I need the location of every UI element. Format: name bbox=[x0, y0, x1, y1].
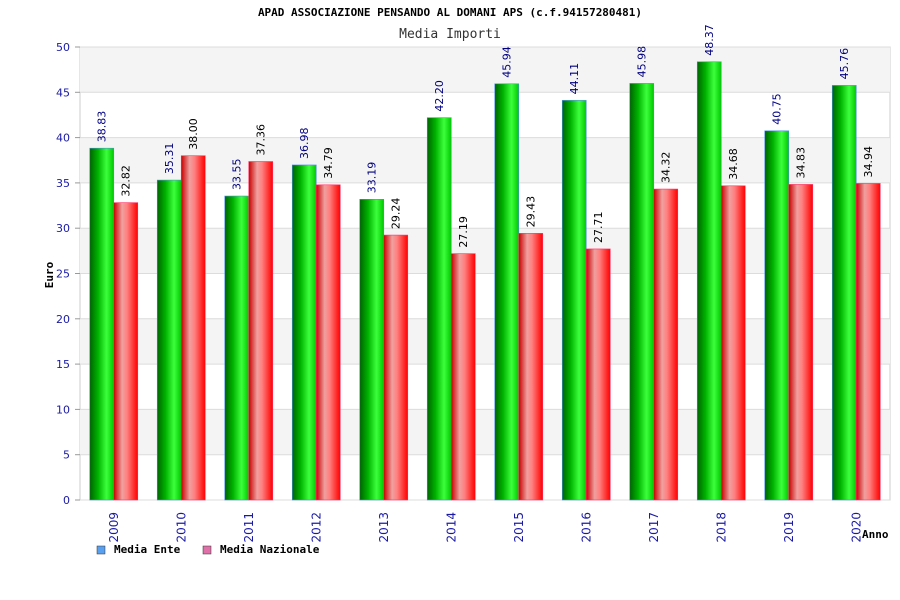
y-tick-label: 50 bbox=[56, 41, 70, 54]
grid-band bbox=[80, 137, 890, 183]
x-tick-label: 2014 bbox=[444, 512, 458, 543]
x-tick-label: 2010 bbox=[174, 512, 188, 543]
grid-band bbox=[80, 409, 890, 455]
y-tick-label: 30 bbox=[56, 222, 70, 235]
bar-media-nazionale bbox=[248, 161, 274, 501]
y-tick-label: 0 bbox=[63, 494, 70, 507]
grid-band bbox=[80, 318, 890, 365]
bar-media-nazionale bbox=[113, 202, 139, 501]
x-tick-label: 2009 bbox=[107, 512, 121, 543]
grid-band bbox=[80, 228, 890, 274]
legend: Media Ente Media Nazionale bbox=[96, 543, 320, 556]
bar-media-nazionale bbox=[855, 183, 881, 501]
value-label: 48.37 bbox=[703, 24, 716, 56]
bar-media-nazionale bbox=[518, 233, 544, 501]
bar-media-ente bbox=[291, 164, 317, 501]
y-tick-label: 5 bbox=[63, 449, 70, 462]
value-label: 38.83 bbox=[96, 111, 109, 143]
value-label: 45.76 bbox=[838, 48, 851, 80]
value-label: 27.71 bbox=[592, 211, 605, 243]
bar-media-nazionale bbox=[315, 184, 341, 501]
y-tick-label: 40 bbox=[56, 132, 70, 145]
value-label: 44.11 bbox=[568, 63, 581, 95]
value-label: 37.36 bbox=[255, 124, 268, 156]
bar-media-nazionale bbox=[653, 188, 679, 501]
bar-media-ente bbox=[831, 85, 857, 501]
value-label: 36.98 bbox=[298, 127, 311, 159]
x-tick-label: 2019 bbox=[782, 512, 796, 543]
value-label: 27.19 bbox=[457, 216, 470, 248]
value-label: 42.20 bbox=[433, 80, 446, 112]
bar-media-nazionale bbox=[585, 248, 611, 501]
x-tick-label: 2018 bbox=[714, 512, 728, 543]
bar-media-nazionale bbox=[788, 184, 814, 501]
value-label: 40.75 bbox=[771, 93, 784, 125]
legend-swatch-media-ente bbox=[96, 545, 106, 555]
bar-media-ente bbox=[696, 61, 722, 501]
y-tick-label: 45 bbox=[56, 86, 70, 99]
x-axis-ticks: 2009 2010 2011 2012 2013 2014 2015 2016 2017 2018… bbox=[107, 512, 864, 543]
bar-media-nazionale bbox=[720, 185, 746, 501]
y-tick-label: 10 bbox=[56, 403, 70, 416]
x-tick-label: 2011 bbox=[242, 512, 256, 543]
bar-media-nazionale bbox=[180, 155, 206, 501]
chart-title: APAD ASSOCIAZIONE PENSANDO AL DOMANI APS… bbox=[258, 6, 642, 19]
value-label: 38.00 bbox=[187, 118, 200, 150]
plot-area bbox=[75, 46, 891, 501]
bar-media-ente bbox=[426, 117, 452, 501]
value-label: 34.94 bbox=[862, 146, 875, 178]
y-tick-label: 25 bbox=[56, 268, 70, 281]
y-axis-label: Euro bbox=[43, 261, 56, 288]
x-tick-label: 2017 bbox=[647, 512, 661, 543]
value-label: 45.94 bbox=[501, 46, 514, 78]
grid-band bbox=[80, 47, 890, 93]
chart-subtitle: Media Importi bbox=[399, 27, 501, 42]
value-label: 34.32 bbox=[660, 152, 673, 184]
value-label: 29.43 bbox=[525, 196, 538, 228]
value-label: 34.68 bbox=[727, 148, 740, 180]
bar-media-ente bbox=[89, 147, 115, 501]
bar-media-nazionale bbox=[450, 253, 476, 501]
bars bbox=[89, 61, 881, 501]
bar-media-ente bbox=[224, 195, 250, 501]
x-tick-label: 2012 bbox=[309, 512, 323, 543]
y-tick-label: 35 bbox=[56, 177, 70, 190]
value-label: 34.83 bbox=[795, 147, 808, 179]
x-tick-label: 2015 bbox=[512, 512, 526, 543]
y-axis-ticks: 0 5 10 15 20 25 30 35 40 45 50 bbox=[56, 41, 70, 507]
x-tick-label: 2016 bbox=[579, 512, 593, 543]
value-label: 34.79 bbox=[322, 147, 335, 179]
y-tick-label: 15 bbox=[56, 358, 70, 371]
x-tick-label: 2020 bbox=[849, 512, 863, 543]
value-label: 29.24 bbox=[390, 198, 403, 230]
value-label: 32.82 bbox=[120, 165, 133, 197]
y-tick-label: 20 bbox=[56, 313, 70, 326]
bar-media-ente bbox=[359, 198, 385, 501]
x-axis-label: Anno bbox=[862, 528, 889, 541]
value-label: 45.98 bbox=[636, 46, 649, 78]
bar-media-nazionale bbox=[383, 234, 409, 501]
bar-media-ente bbox=[764, 130, 790, 501]
bar-media-ente bbox=[156, 179, 182, 501]
value-label: 33.55 bbox=[231, 159, 244, 191]
bar-media-ente bbox=[561, 100, 587, 501]
value-label: 33.19 bbox=[366, 162, 379, 194]
bar-media-ente bbox=[494, 83, 520, 501]
legend-label-media-ente: Media Ente bbox=[114, 543, 181, 556]
value-label: 35.31 bbox=[163, 143, 176, 175]
x-tick-label: 2013 bbox=[377, 512, 391, 543]
value-labels: 38.83 32.82 35.31 38.00 33.55 37.36 36.98 34.79… bbox=[96, 24, 876, 247]
legend-swatch-media-nazionale bbox=[202, 545, 212, 555]
bar-media-ente bbox=[629, 83, 655, 501]
legend-label-media-nazionale: Media Nazionale bbox=[220, 543, 320, 556]
